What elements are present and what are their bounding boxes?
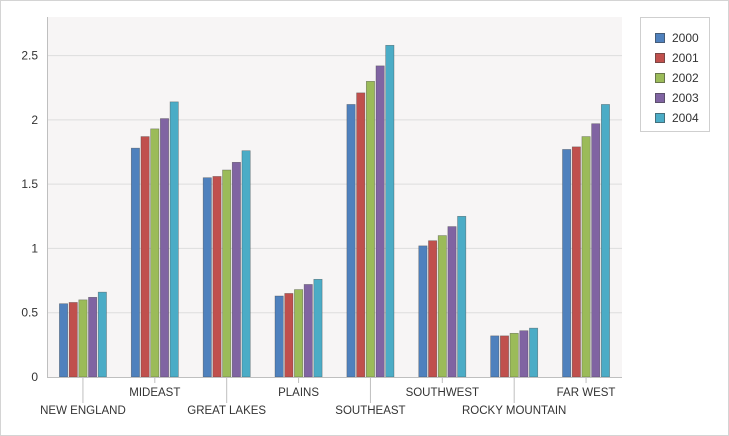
x-tick-label: FAR WEST xyxy=(557,387,616,399)
legend-swatch xyxy=(655,53,665,63)
bar xyxy=(591,123,601,378)
legend-item: 2002 xyxy=(655,68,709,88)
bar xyxy=(571,146,581,378)
bar xyxy=(581,136,591,378)
x-tick-label: PLAINS xyxy=(278,387,319,399)
legend-label: 2004 xyxy=(672,111,699,125)
bar xyxy=(274,295,284,378)
bar xyxy=(140,136,150,378)
bar xyxy=(202,177,212,378)
bar xyxy=(428,240,438,378)
bar xyxy=(150,128,160,378)
legend-label: 2002 xyxy=(672,71,699,85)
x-tick-label: ROCKY MOUNTAIN xyxy=(462,405,566,417)
bar xyxy=(447,226,457,378)
bar xyxy=(68,302,78,378)
bar xyxy=(88,296,98,378)
bar xyxy=(212,176,222,378)
legend-swatch xyxy=(655,113,665,123)
y-tick-label: 2.5 xyxy=(21,49,38,63)
x-tick-label: SOUTHWEST xyxy=(406,387,479,399)
bar xyxy=(78,299,88,378)
y-tick-label: 1 xyxy=(31,241,38,255)
bar xyxy=(418,245,428,378)
bar xyxy=(375,65,385,378)
bar xyxy=(313,278,323,378)
bar xyxy=(97,291,107,378)
y-tick-label: 1.5 xyxy=(21,177,38,191)
legend-label: 2003 xyxy=(672,91,699,105)
bar xyxy=(365,80,375,378)
bar xyxy=(231,161,241,378)
bar xyxy=(294,289,304,378)
bar xyxy=(241,150,251,378)
x-tick-label: MIDEAST xyxy=(129,387,180,399)
legend: 2000 2001 2002 2003 2004 xyxy=(640,17,710,132)
bar xyxy=(490,335,500,378)
legend-item: 2003 xyxy=(655,88,709,108)
bar xyxy=(222,169,232,378)
legend-label: 2000 xyxy=(672,31,699,45)
bar xyxy=(500,335,509,378)
bar xyxy=(284,293,294,378)
bar xyxy=(385,44,395,378)
bar xyxy=(346,104,356,378)
bar xyxy=(457,215,467,378)
y-tick-label: 2 xyxy=(31,113,38,127)
legend-label: 2001 xyxy=(672,51,699,65)
bar xyxy=(519,330,529,378)
legend-swatch xyxy=(655,33,665,43)
bar xyxy=(303,284,313,378)
bar xyxy=(562,149,572,378)
x-tick-label: SOUTHEAST xyxy=(335,405,405,417)
legend-item: 2001 xyxy=(655,48,709,68)
legend-swatch xyxy=(655,93,665,103)
bar xyxy=(601,104,610,378)
x-tick-label: NEW ENGLAND xyxy=(40,405,126,417)
legend-swatch xyxy=(655,73,665,83)
bar xyxy=(356,92,366,378)
bar xyxy=(509,332,519,378)
x-tick-label: GREAT LAKES xyxy=(187,405,266,417)
bar xyxy=(169,101,179,378)
y-tick-label: 0.5 xyxy=(21,306,38,320)
legend-item: 2004 xyxy=(655,108,709,128)
y-tick-label: 0 xyxy=(31,370,38,384)
bar xyxy=(160,118,169,378)
bar xyxy=(130,147,140,378)
bar xyxy=(59,303,68,378)
bar xyxy=(529,327,539,378)
legend-item: 2000 xyxy=(655,28,709,48)
bar xyxy=(437,235,447,378)
